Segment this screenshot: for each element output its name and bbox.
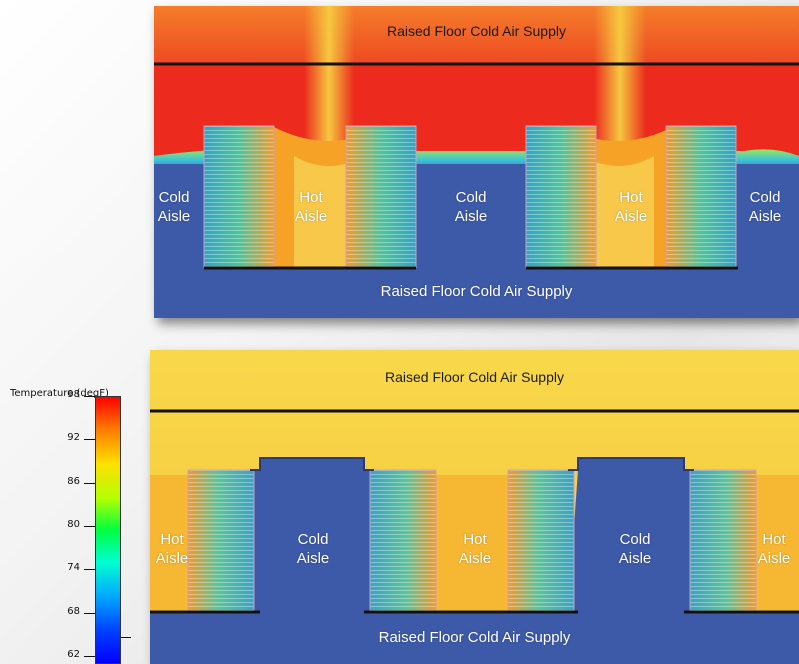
legend-tick-mark [84, 612, 95, 614]
rack [187, 469, 255, 613]
cfd-panel-top: Raised Floor Cold Air Supply Raised Floo… [154, 6, 799, 318]
legend-title: Temperature (degF) [10, 388, 109, 399]
supply-label-bottom: Raised Floor Cold Air Supply [378, 629, 571, 646]
temperature-legend: Temperature (degF) 98 92 86 80 74 68 62 [0, 384, 150, 664]
aisle-label: Cold Aisle [454, 189, 488, 225]
legend-color-bar [95, 396, 121, 664]
rack [689, 469, 757, 613]
rack [345, 125, 417, 269]
legend-tick-mark [84, 656, 95, 657]
legend-tick-mark [84, 439, 95, 441]
supply-label-top: Raised Floor Cold Air Supply [387, 23, 566, 39]
legend-tick-mark [84, 526, 95, 527]
legend-tick-mark [84, 569, 95, 571]
rack [369, 469, 437, 613]
aisle-label: Hot Aisle [614, 189, 648, 225]
supply-label-top: Raised Floor Cold Air Supply [385, 369, 564, 385]
rack [525, 125, 597, 269]
rack [203, 125, 275, 269]
legend-tick-mark [84, 482, 95, 484]
aisle-label: Cold Aisle [618, 531, 652, 567]
rack [665, 125, 737, 269]
supply-label-bottom: Raised Floor Cold Air Supply [380, 283, 573, 300]
cfd-top-render [154, 6, 799, 318]
cfd-bottom-render [150, 350, 799, 664]
aisle-label: Hot Aisle [294, 189, 328, 225]
rack [507, 469, 575, 613]
legend-tick-mark [84, 396, 95, 397]
legend-marker [121, 637, 131, 638]
aisle-label: Hot Aisle [757, 531, 791, 567]
aisle-label: Cold Aisle [157, 189, 191, 225]
aisle-label: Cold Aisle [296, 531, 330, 567]
aisle-label: Hot Aisle [458, 531, 492, 567]
aisle-label: Hot Aisle [155, 531, 189, 567]
aisle-label: Cold Aisle [748, 189, 782, 225]
cfd-panel-bottom: Raised Floor Cold Air Supply Raised Floo… [150, 350, 799, 664]
